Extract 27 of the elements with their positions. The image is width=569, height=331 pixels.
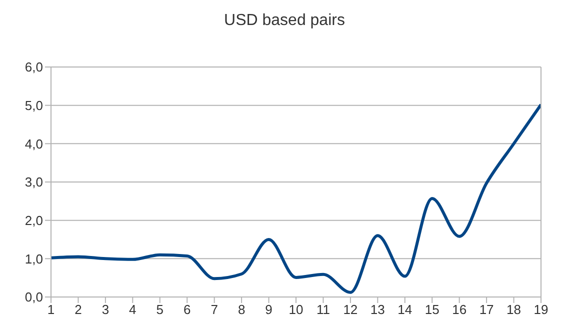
y-tick-label: 0,0 [24, 290, 43, 305]
x-tick-label: 1 [47, 302, 55, 318]
x-tick-label: 11 [316, 302, 330, 318]
x-tick-label: 13 [370, 302, 385, 318]
x-tick-label: 15 [424, 302, 440, 318]
y-tick-label: 1,0 [24, 251, 43, 266]
x-tick-label: 5 [156, 302, 164, 318]
y-tick-label: 4,0 [24, 136, 43, 152]
x-tick-label: 19 [534, 302, 548, 318]
x-tick-label: 3 [102, 302, 110, 318]
x-tick-label: 4 [129, 302, 136, 318]
x-tick-label: 8 [238, 302, 246, 318]
y-tick-label: 6,0 [24, 60, 43, 75]
x-tick-label: 18 [506, 302, 522, 318]
x-tick-label: 9 [265, 302, 272, 318]
x-tick-label: 16 [452, 302, 467, 318]
x-tick-label: 14 [398, 302, 412, 318]
x-tick-label: 10 [288, 302, 304, 318]
y-tick-label: 5,0 [24, 98, 43, 113]
y-tick-label: 3,0 [24, 174, 43, 190]
x-tick-label: 7 [210, 302, 218, 318]
x-tick-label: 2 [74, 302, 82, 318]
x-tick-label: 17 [479, 302, 494, 318]
x-tick-label: 6 [183, 302, 191, 318]
y-tick-label: 2,0 [24, 212, 43, 228]
chart-title: USD based pairs [223, 12, 346, 30]
x-tick-label: 12 [343, 302, 358, 318]
